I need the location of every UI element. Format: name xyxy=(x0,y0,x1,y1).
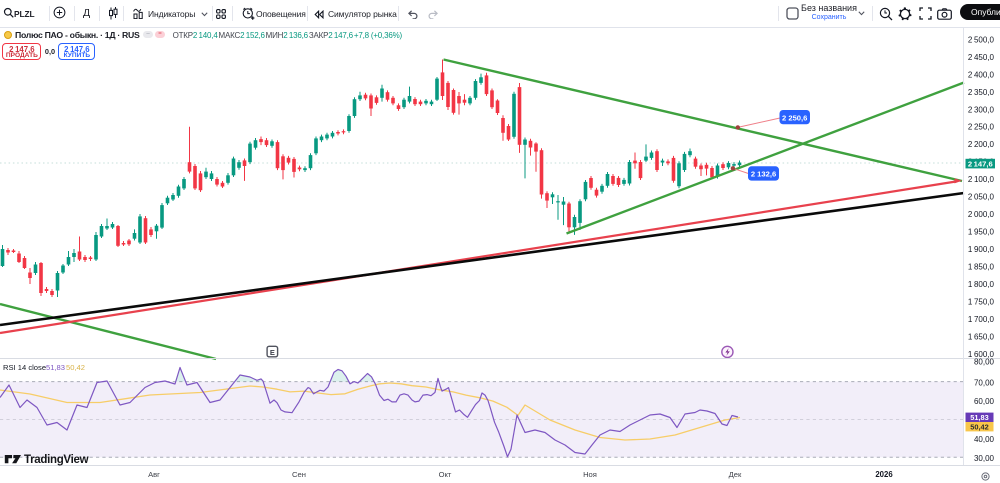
svg-text:TradingView: TradingView xyxy=(24,454,89,466)
svg-text:60,00: 60,00 xyxy=(974,397,995,406)
svg-text:1 600,0: 1 600,0 xyxy=(968,350,995,359)
svg-text:1 750,0: 1 750,0 xyxy=(968,297,995,306)
svg-text:2 350,0: 2 350,0 xyxy=(968,88,995,97)
svg-text:80,00: 80,00 xyxy=(974,357,995,366)
svg-text:2 200,0: 2 200,0 xyxy=(968,140,995,149)
svg-text:2026: 2026 xyxy=(875,470,893,479)
svg-text:1 700,0: 1 700,0 xyxy=(968,315,995,324)
svg-text:1 900,0: 1 900,0 xyxy=(968,245,995,254)
svg-text:2 400,0: 2 400,0 xyxy=(968,70,995,79)
svg-text:2 050,0: 2 050,0 xyxy=(968,193,995,202)
svg-text:51,83: 51,83 xyxy=(46,363,65,372)
svg-text:2 500,0: 2 500,0 xyxy=(968,35,995,44)
svg-text:50,42: 50,42 xyxy=(970,422,989,431)
svg-text:Окт: Окт xyxy=(439,470,452,479)
svg-text:2 300,0: 2 300,0 xyxy=(968,105,995,114)
svg-text:2 000,0: 2 000,0 xyxy=(968,210,995,219)
svg-text:E: E xyxy=(270,348,275,357)
svg-text:30,00: 30,00 xyxy=(974,454,995,463)
svg-text:40,00: 40,00 xyxy=(974,435,995,444)
svg-text:70,00: 70,00 xyxy=(974,378,995,387)
svg-text:51,83: 51,83 xyxy=(970,413,989,422)
svg-text:2 147,6: 2 147,6 xyxy=(968,159,993,168)
svg-text:50,42: 50,42 xyxy=(66,363,85,372)
svg-text:Дек: Дек xyxy=(729,470,742,479)
svg-text:1 800,0: 1 800,0 xyxy=(968,280,995,289)
svg-text:Ноя: Ноя xyxy=(583,470,597,479)
svg-text:2 100,0: 2 100,0 xyxy=(968,175,995,184)
svg-text:1 650,0: 1 650,0 xyxy=(968,332,995,341)
svg-text:RSI 14 close: RSI 14 close xyxy=(3,363,46,372)
svg-text:Авг: Авг xyxy=(148,470,160,479)
svg-text:2 132,6: 2 132,6 xyxy=(751,170,776,179)
svg-text:2 250,0: 2 250,0 xyxy=(968,123,995,132)
svg-text:Сен: Сен xyxy=(292,470,306,479)
svg-text:1 850,0: 1 850,0 xyxy=(968,262,995,271)
svg-text:2 250,6: 2 250,6 xyxy=(782,113,807,122)
svg-text:1 950,0: 1 950,0 xyxy=(968,228,995,237)
svg-text:2 450,0: 2 450,0 xyxy=(968,53,995,62)
